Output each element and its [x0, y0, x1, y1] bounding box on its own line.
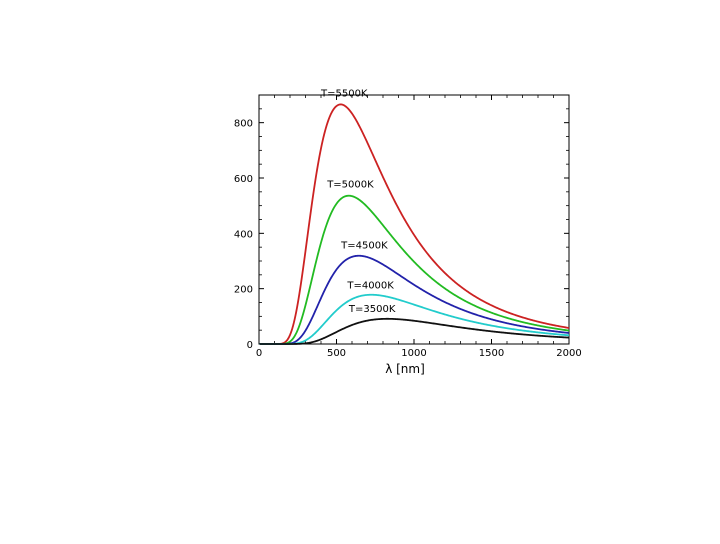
y-tick-label: 600 — [234, 174, 253, 185]
x-tick-label: 500 — [327, 348, 346, 359]
series-line-4500 — [259, 254, 570, 345]
series-line-5500 — [259, 103, 570, 345]
series-label-3500: T=3500K — [348, 304, 396, 315]
series-label-4500: T=4500K — [340, 241, 388, 252]
series-line-3500 — [259, 317, 570, 345]
series-curves — [259, 103, 570, 345]
y-tick-label: 0 — [247, 340, 253, 351]
series-label-5500: T=5500K — [320, 88, 368, 99]
y-tick-label: 200 — [234, 285, 253, 296]
x-axis-label: λ [nm] — [385, 362, 425, 376]
x-tick-label: 2000 — [556, 348, 581, 359]
series-label-5000: T=5000K — [326, 180, 374, 191]
series-line-4000 — [259, 293, 570, 345]
x-tick-label: 0 — [256, 348, 262, 359]
y-tick-label: 400 — [234, 229, 253, 240]
y-tick-label: 800 — [234, 119, 253, 130]
x-tick-label: 1000 — [401, 348, 426, 359]
series-label-4000: T=4000K — [346, 281, 394, 292]
series-line-5000 — [259, 194, 570, 345]
axis-ticks: 0 500 1000 1500 2000 0 200 400 600 800 — [234, 94, 582, 359]
series-labels: T=5500K T=5000K T=4500K T=4000K T=3500K — [320, 88, 396, 315]
x-tick-label: 1500 — [479, 348, 504, 359]
